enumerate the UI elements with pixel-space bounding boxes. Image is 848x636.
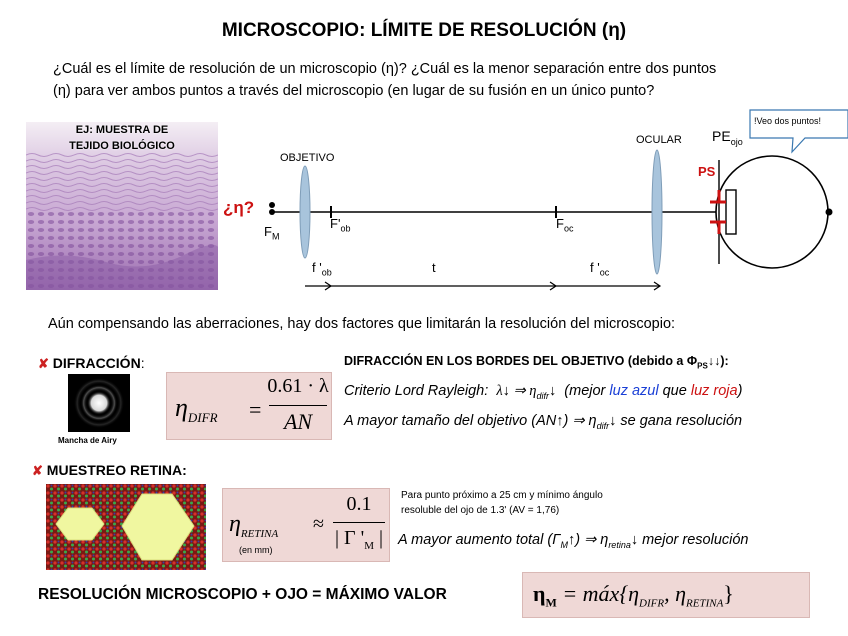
intro-paragraph: ¿Cuál es el límite de resolución de un m…: [53, 58, 833, 102]
ps-label: PS: [698, 164, 716, 179]
retina-heading-row: ✘ MUESTREO RETINA:: [32, 462, 187, 479]
difraccion-heading: DIFRACCIÓN: [52, 355, 141, 371]
difraccion-heading-row: ✘ DIFRACCIÓN:: [38, 355, 145, 371]
objetivo-label: OBJETIVO: [280, 152, 335, 164]
retina-heading: MUESTREO RETINA:: [46, 462, 187, 478]
retina-formula-numerator: 0.1: [346, 493, 372, 515]
fob-label: F'ob: [330, 216, 351, 234]
sample-label-line2: TEJIDO BIOLÓGICO: [69, 140, 175, 152]
luz-azul-text: luz azul: [609, 383, 659, 399]
formula-denominator: AN: [283, 409, 313, 434]
retina-mosaic-image: [46, 484, 206, 570]
airy-disk-image: [68, 374, 130, 432]
eye-cornea: [725, 189, 737, 235]
conclusion-formula: ηM = máx{ηDIFR, ηRETINA}: [522, 572, 810, 618]
airy-caption: Mancha de Airy: [58, 436, 117, 445]
tissue-sample-image: EJ: MUESTRA DE TEJIDO BIOLÓGICO: [26, 122, 220, 290]
page-title: MICROSCOPIO: LÍMITE DE RESOLUCIÓN (η): [221, 20, 627, 41]
tissue-sample-graphic: [26, 122, 220, 290]
retina-note: Para punto próximo a 25 cm y mínimo ángu…: [401, 490, 603, 516]
intro-line-2: (η) para ver ambos puntos a través del m…: [53, 83, 655, 99]
rayleigh-line: Criterio Lord Rayleigh: λ↓ ⇒ ηdifr↓ (mej…: [344, 383, 743, 401]
intro-line-1: ¿Cuál es el límite de resolución de un m…: [53, 61, 717, 77]
fm-label: FM: [264, 224, 280, 242]
foc-label: Foc: [556, 216, 574, 234]
pe-label: PEojo: [712, 128, 743, 147]
mayor-objetivo-line: A mayor tamaño del objetivo (AN↑) ⇒ ηdif…: [344, 413, 743, 431]
objective-lens: [299, 165, 311, 259]
formula-numerator: 0.61 · λ: [267, 375, 329, 397]
retina-mosaic-graphic: [46, 484, 206, 570]
airy-disk-graphic: [71, 375, 127, 431]
optical-diagram: ¿η? FM OBJETIVO F'ob Foc OCULAR PEojo PS…: [220, 108, 848, 308]
t-label: t: [432, 260, 436, 275]
luz-roja-text: luz roja: [690, 383, 738, 399]
eta-question-label: ¿η?: [223, 198, 255, 217]
fprime-ob-label: f 'ob: [312, 260, 332, 278]
object-point-bottom: [269, 209, 275, 215]
large-hexagon: [121, 493, 195, 561]
cross-icon: ✘: [32, 463, 43, 478]
sample-label-line1: EJ: MUESTRA DE: [75, 124, 169, 136]
speech-bubble: [749, 109, 848, 154]
fprime-oc-label: f 'oc: [590, 260, 610, 278]
ocular-lens: [651, 149, 663, 275]
retina-units: (en mm): [239, 545, 273, 555]
formula-eta-retina: η: [229, 511, 241, 537]
ocular-label: OCULAR: [636, 134, 682, 146]
formula-eta: η: [175, 393, 188, 422]
diffraction-formula: ηDIFR = 0.61 · λ AN: [166, 372, 332, 440]
mayor-aumento-line: A mayor aumento total (ΓM↑) ⇒ ηretina↓ m…: [398, 532, 749, 550]
conclusion-text: RESOLUCIÓN MICROSCOPIO + OJO = MÁXIMO VA…: [38, 586, 447, 603]
retina-formula-denominator: | Γ 'M |: [335, 527, 383, 552]
small-hexagon: [55, 507, 105, 541]
object-point-top: [269, 202, 275, 208]
aberrations-text: Aún compensando las aberraciones, hay do…: [48, 316, 676, 332]
speech-bubble-text: !Veo dos puntos!: [754, 116, 822, 126]
bordes-title: DIFRACCIÓN EN LOS BORDES DEL OBJETIVO (d…: [344, 354, 729, 371]
optical-diagram-svg: [269, 109, 848, 291]
cross-icon: ✘: [38, 356, 49, 371]
retina-formula: ηRETINA ≈ 0.1 | Γ 'M | (en mm): [222, 488, 390, 562]
retina-point: [825, 208, 833, 216]
